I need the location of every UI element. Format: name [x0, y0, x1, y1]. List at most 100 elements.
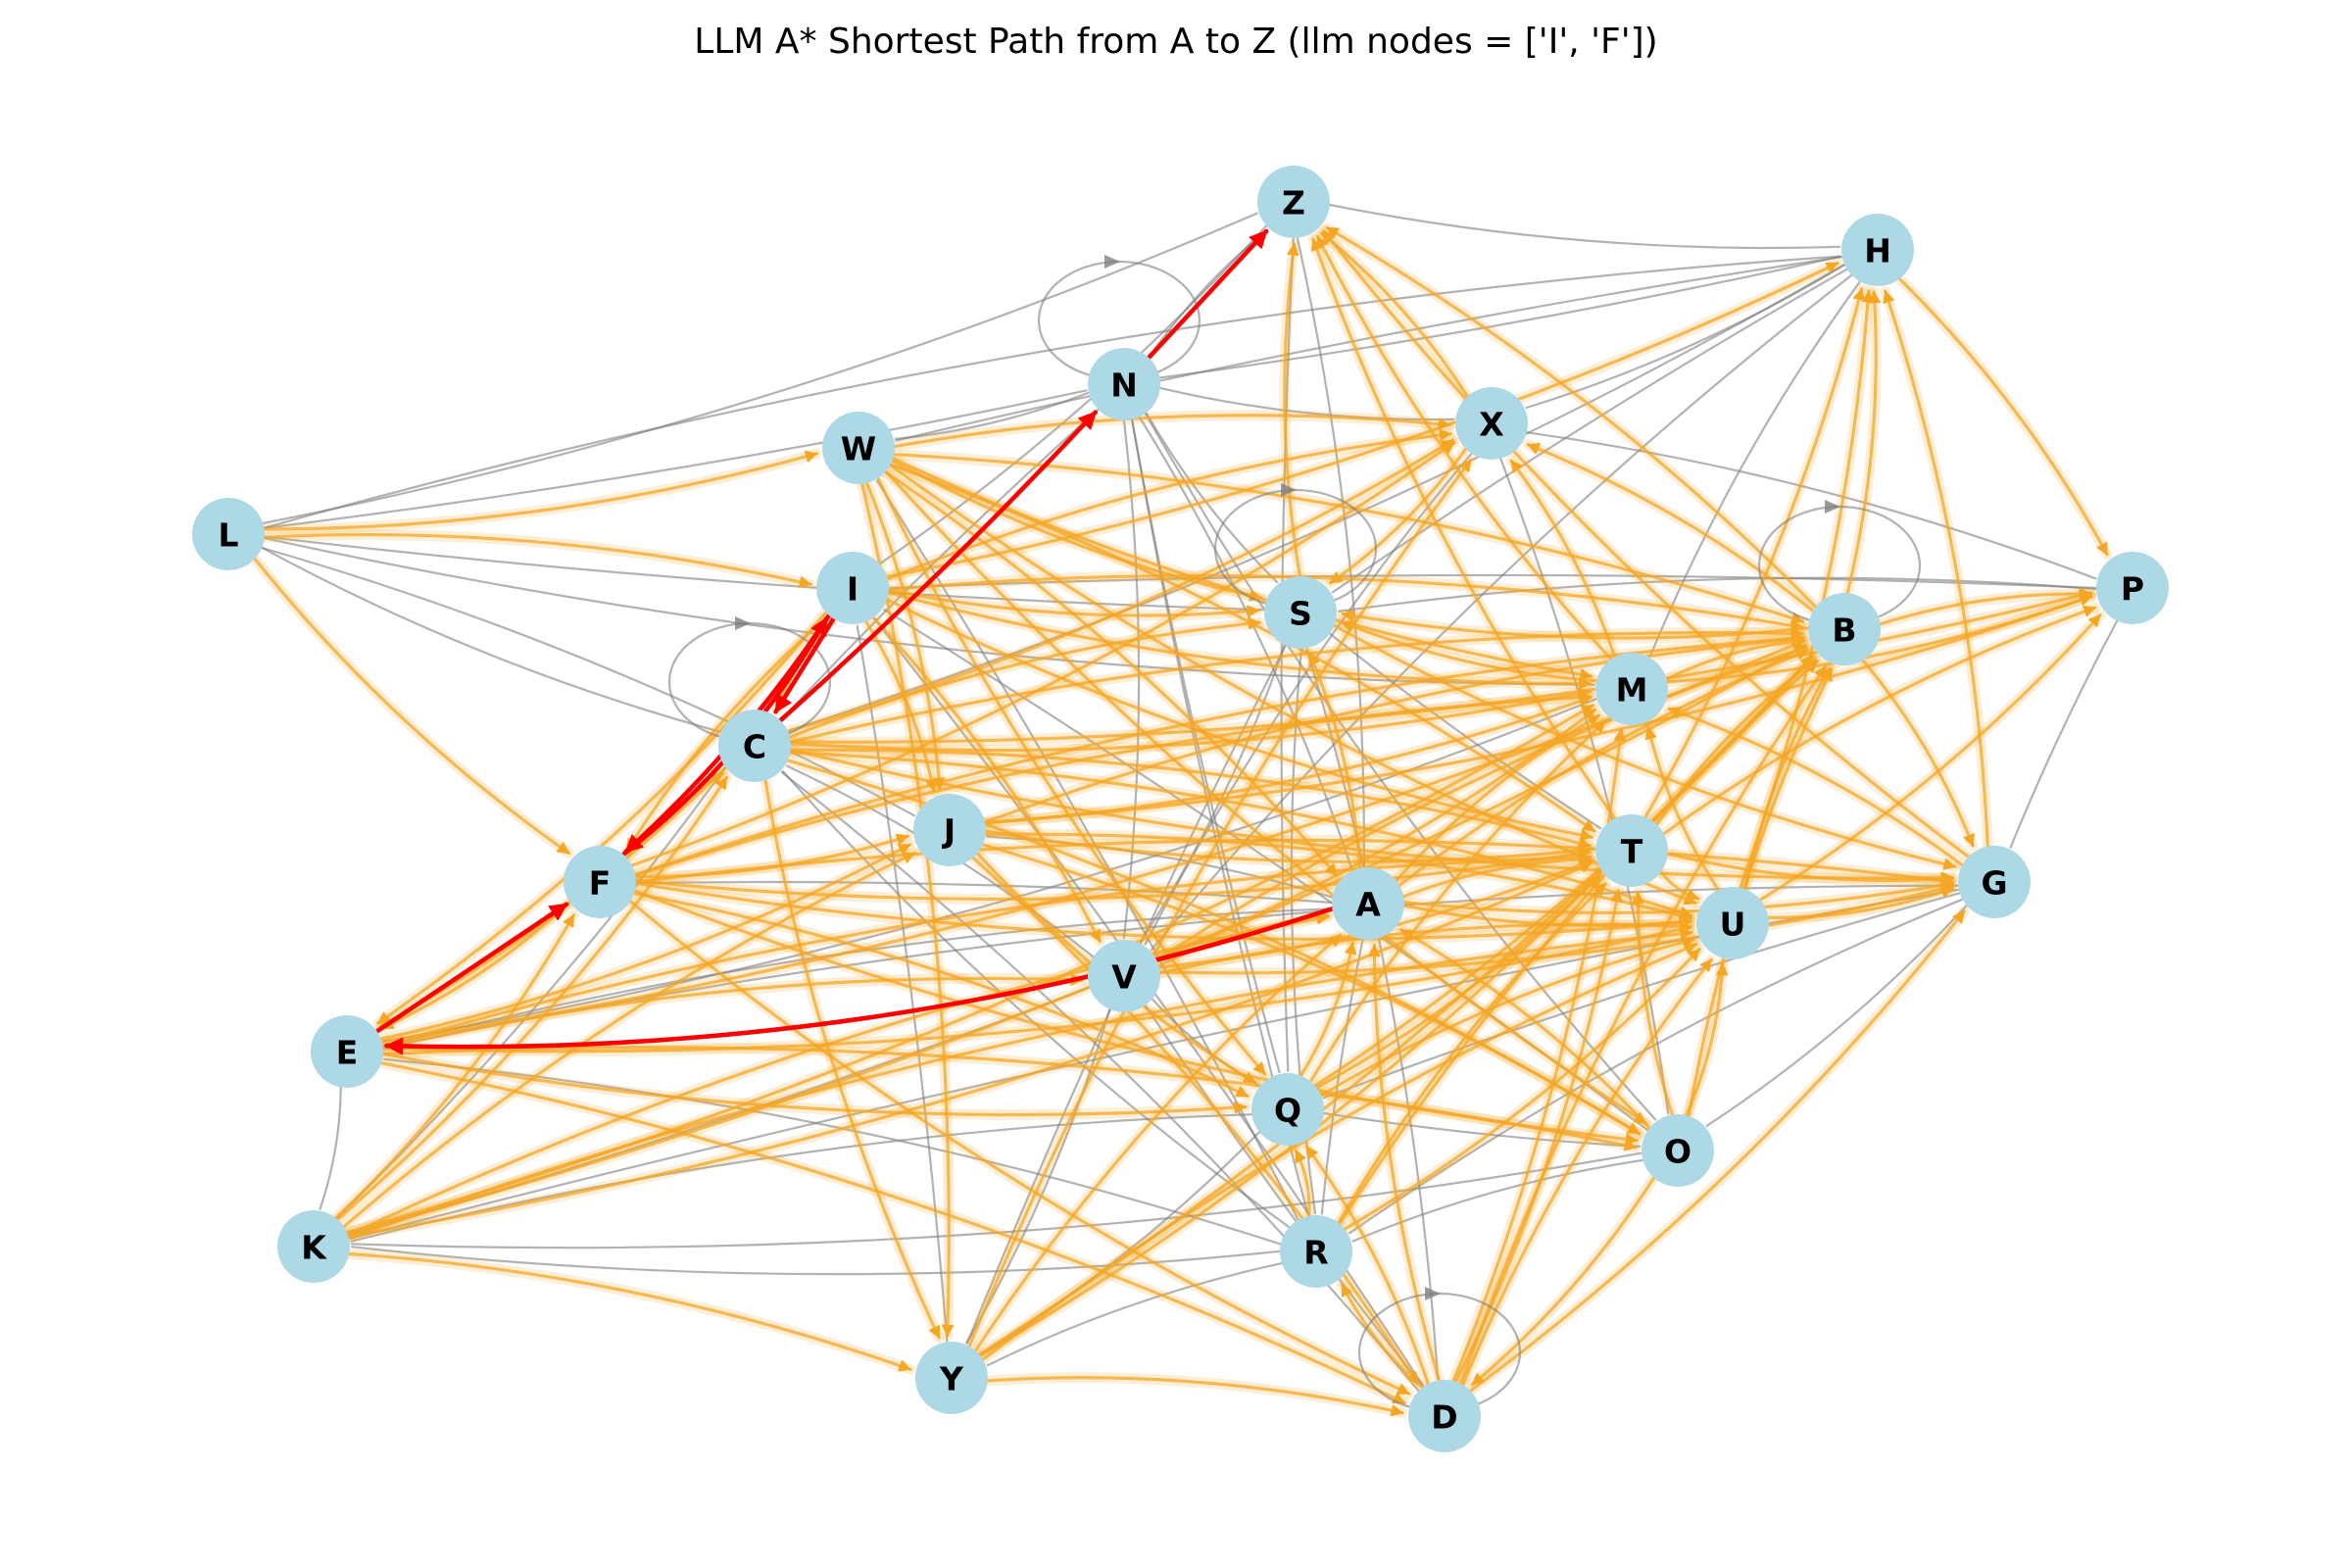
- explored-edge-U-G: [1767, 886, 1955, 919]
- node-label-A: A: [1355, 886, 1381, 924]
- node-circle-C: [718, 710, 791, 782]
- node-D: D: [1408, 1380, 1481, 1452]
- graph-edge-X-P: [1525, 431, 2097, 580]
- explored-edge-D-R: [1340, 1283, 1424, 1390]
- self-loop-arrow-B: [1825, 500, 1840, 514]
- node-label-K: K: [301, 1229, 327, 1267]
- explored-edge-A-U: [1402, 904, 1692, 929]
- explored-edge-V-B: [1154, 645, 1808, 962]
- explored-edge-C-Y: [763, 778, 941, 1340]
- explored-edge-C-M: [789, 687, 1592, 753]
- explored-edge-K-U: [347, 927, 1693, 1241]
- node-circle-Y: [915, 1342, 988, 1414]
- node-I: I: [816, 552, 889, 624]
- graph-edge-M-E: [382, 697, 1598, 1043]
- graph-edge-D-C: [780, 771, 1420, 1393]
- node-label-X: X: [1479, 406, 1503, 444]
- graph-edge-R-K: [350, 1246, 1282, 1276]
- self-loop-arrow-C: [735, 616, 751, 630]
- graph-edge-X-O: [1499, 457, 1670, 1115]
- explored-edge-K-F: [334, 913, 575, 1220]
- graph-edge-G-O: [1705, 904, 1968, 1127]
- node-circle-N: [1088, 348, 1160, 420]
- explored-edge-I-J: [864, 619, 938, 793]
- explored-edge-K-C: [335, 775, 729, 1221]
- graph-edge-Z-H: [1328, 203, 1841, 250]
- explored-edge-B-Z: [1325, 225, 1818, 609]
- explored-edge-S-Z: [1283, 242, 1301, 578]
- nodes-layer: A B C D E F G H I J K L M N O P Q R S T U V W X Y Z: [192, 166, 2169, 1452]
- node-A: A: [1332, 867, 1404, 940]
- node-G: G: [1958, 846, 2031, 918]
- explored-edge-C-P: [789, 589, 2092, 744]
- explored-edge-T-U: [1659, 870, 1700, 902]
- explored-edge-K-J: [342, 852, 916, 1229]
- node-circle-X: [1455, 387, 1528, 460]
- node-label-B: B: [1832, 612, 1856, 650]
- node-label-L: L: [218, 516, 238, 555]
- node-W: W: [822, 412, 895, 484]
- node-circle-Z: [1257, 166, 1330, 238]
- explored-edge-K-Y: [347, 1251, 912, 1372]
- node-label-Z: Z: [1282, 184, 1305, 222]
- graph-edge-H-W: [895, 256, 1843, 442]
- node-circle-G: [1958, 846, 2031, 918]
- node-circle-U: [1696, 887, 1769, 959]
- graph-edge-H-S: [1331, 268, 1848, 594]
- node-label-W: W: [841, 430, 876, 468]
- graph-edge-Q-O: [1322, 1111, 1642, 1148]
- node-label-D: D: [1431, 1398, 1457, 1437]
- explored-edge-W-M: [891, 457, 1593, 681]
- explored-edge-R-Q: [1294, 1149, 1311, 1218]
- explored-edge-T-Z: [1310, 237, 1617, 820]
- explored-edge-O-T: [1632, 890, 1674, 1116]
- explored-edge-A-M: [1395, 713, 1601, 883]
- node-label-H: H: [1864, 232, 1891, 270]
- self-loop-arrow-D: [1425, 1287, 1441, 1300]
- explored-edge-glow: [1893, 273, 2113, 561]
- explored-edge-O-A: [1399, 928, 1651, 1130]
- node-label-Q: Q: [1274, 1092, 1301, 1130]
- node-circle-M: [1595, 653, 1668, 725]
- explored-edge-F-X: [630, 441, 1456, 867]
- node-label-S: S: [1289, 595, 1312, 633]
- explored-edge-D-Q: [1305, 1145, 1430, 1386]
- explored-edge-F-J: [634, 833, 910, 879]
- graph-edge-L-M: [263, 537, 1595, 686]
- node-label-F: F: [589, 864, 612, 903]
- explored-edge-U-H: [1739, 289, 1875, 890]
- explored-edge-A-G: [1402, 879, 1954, 915]
- graph-edge-V-D: [1144, 1004, 1424, 1387]
- explored-edges-layer: [249, 221, 2113, 1419]
- shortest-path-edge-E-F: [374, 902, 569, 1034]
- graph-edge-Z-A: [1296, 236, 1366, 867]
- explored-edge-E-J: [379, 843, 912, 1041]
- node-M: M: [1595, 653, 1668, 725]
- node-circle-W: [822, 412, 895, 484]
- explored-edge-W-O: [884, 469, 1647, 1125]
- explored-edge-I-H: [885, 261, 1839, 578]
- explored-edge-H-P: [1897, 276, 2109, 557]
- node-V: V: [1088, 940, 1160, 1012]
- explored-edge-E-Q: [381, 1052, 1248, 1117]
- graph-edge-S-T: [1328, 632, 1602, 830]
- explored-edge-J-T: [984, 829, 1592, 863]
- explored-edge-U-M: [1644, 725, 1720, 892]
- node-label-U: U: [1720, 906, 1746, 944]
- explored-edge-W-Y: [860, 482, 955, 1338]
- node-label-E: E: [336, 1034, 359, 1072]
- node-circle-P: [2096, 552, 2169, 624]
- node-label-I: I: [847, 570, 858, 609]
- explored-edge-Q-T: [1315, 874, 1600, 1090]
- node-circle-A: [1332, 867, 1404, 940]
- node-circle-F: [564, 846, 636, 918]
- explored-edge-Q-A: [1298, 941, 1357, 1078]
- node-P: P: [2096, 552, 2169, 624]
- explored-edge-W-S: [891, 459, 1263, 602]
- explored-edge-I-F: [625, 613, 831, 852]
- explored-edge-G-M: [1667, 707, 1964, 867]
- explored-edge-L-W: [263, 450, 818, 531]
- explored-edge-B-H: [1845, 290, 1882, 595]
- shortest-path-edge-N-Z: [1146, 228, 1269, 361]
